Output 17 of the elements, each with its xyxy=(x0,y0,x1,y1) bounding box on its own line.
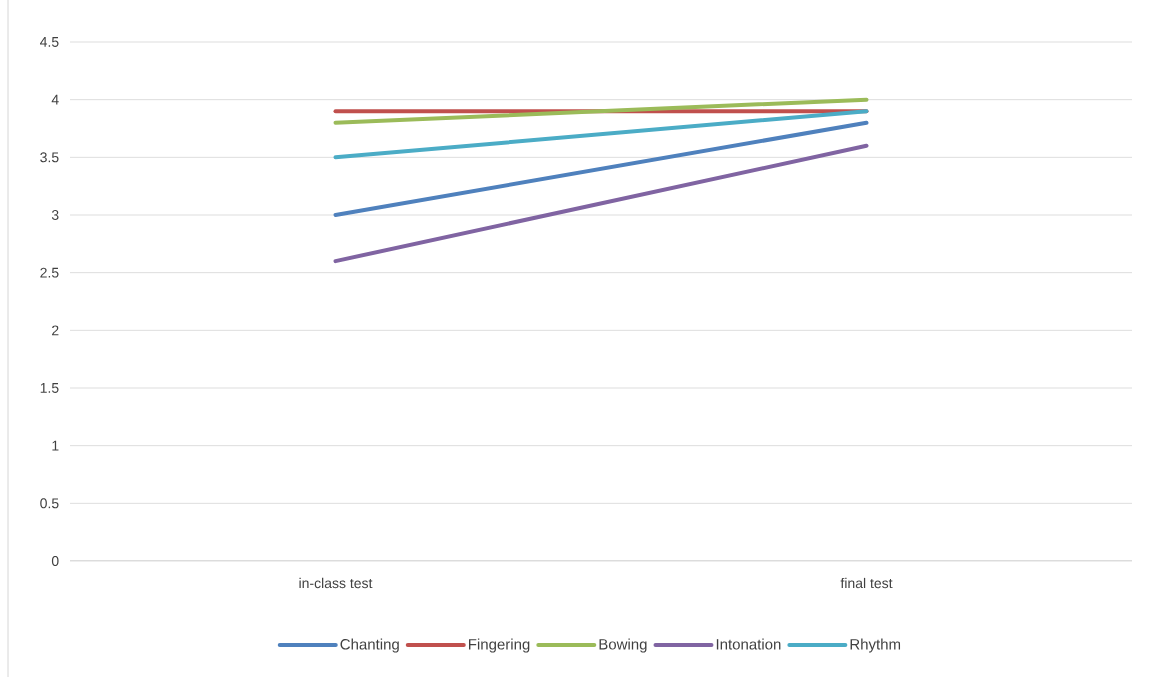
y-tick-label: 3 xyxy=(51,210,59,220)
y-tick-label: 4 xyxy=(51,94,59,105)
y-tick-label: 4.5 xyxy=(40,37,59,47)
y-tick-label: 2.5 xyxy=(40,267,59,278)
x-tick-label: final test xyxy=(840,577,893,589)
y-tick-label: 0.5 xyxy=(40,498,59,509)
legend-label: Intonation xyxy=(716,638,781,650)
legend-label: Rhythm xyxy=(850,638,901,653)
y-tick-label: 1.5 xyxy=(40,383,59,393)
x-tick-label: in-class test xyxy=(299,577,373,589)
y-tick-label: 2 xyxy=(52,325,59,336)
legend-label: Bowing xyxy=(599,638,647,653)
legend-label: Fingering xyxy=(469,638,530,653)
y-tick-label: 3.5 xyxy=(40,152,59,163)
y-tick-label: 1 xyxy=(52,440,59,451)
legend-label: Chanting xyxy=(340,638,399,653)
y-tick-label: 0 xyxy=(51,556,59,566)
